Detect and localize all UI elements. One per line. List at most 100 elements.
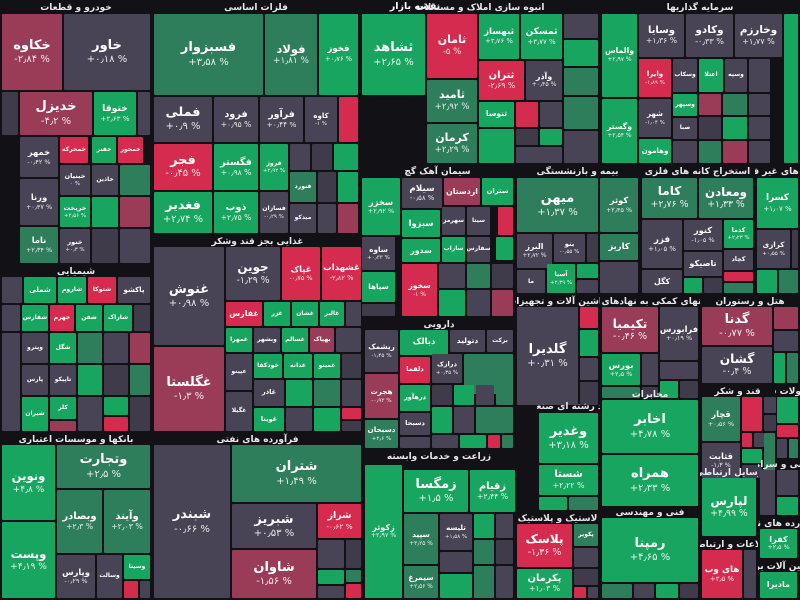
stock-tile[interactable] <box>774 353 785 383</box>
stock-tile-شتران[interactable]: شتران +۱٫۴۹ % <box>232 445 361 502</box>
stock-tile[interactable] <box>488 435 500 448</box>
stock-tile-کاوه[interactable]: کاوه -۱ % <box>305 97 337 142</box>
stock-tile[interactable] <box>724 272 753 281</box>
stock-tile-فسبزوار[interactable]: فسبزوار +۳٫۵۸ % <box>154 14 263 95</box>
stock-tile-سیتا[interactable]: سیتا <box>467 207 490 235</box>
stock-tile[interactable] <box>92 197 118 227</box>
stock-tile[interactable] <box>574 548 598 567</box>
stock-tile-وبشهر[interactable]: وبشهر <box>254 328 280 352</box>
stock-tile[interactable] <box>454 407 474 433</box>
stock-tile-غپاک[interactable]: غپاک -۰٫۷۵ % <box>282 247 320 300</box>
stock-tile-کرمان[interactable]: کرمان +۲٫۲۹ % <box>427 124 477 163</box>
stock-tile[interactable] <box>439 264 465 288</box>
stock-tile[interactable] <box>680 381 698 398</box>
stock-tile[interactable] <box>602 387 640 398</box>
stock-tile[interactable] <box>577 264 598 278</box>
stock-tile[interactable] <box>2 277 22 303</box>
stock-tile-کرازی[interactable]: کرازی +۰٫۵۵ % <box>757 230 790 268</box>
stock-tile[interactable] <box>440 552 472 572</box>
stock-tile[interactable] <box>432 385 452 405</box>
stock-tile-شهر[interactable]: شهر -۱٫۰۴ % <box>639 99 671 137</box>
stock-tile[interactable] <box>749 141 770 163</box>
stock-tile[interactable] <box>749 117 770 139</box>
stock-tile-ثنوسا[interactable]: ثنوسا <box>479 102 514 127</box>
stock-tile-سفارس[interactable]: سفارس <box>467 237 490 262</box>
stock-tile[interactable] <box>574 587 586 598</box>
stock-tile-خبنیان[interactable]: خبنیان ۰ % <box>60 165 90 195</box>
stock-tile[interactable] <box>134 305 150 331</box>
stock-tile-وایرا[interactable]: وایرا -۱٫۸۹ % <box>639 59 671 97</box>
stock-tile[interactable] <box>342 408 361 419</box>
stock-tile-خودکفا[interactable]: خودکفا <box>254 354 282 378</box>
stock-tile[interactable] <box>516 147 562 163</box>
stock-tile-شستا[interactable]: شستا +۲٫۲۲ % <box>539 465 598 495</box>
stock-tile-غدانه[interactable]: غدانه <box>284 354 312 378</box>
stock-tile[interactable] <box>474 566 494 598</box>
stock-tile-غزر[interactable]: غزر <box>264 302 290 326</box>
stock-tile-وپارس[interactable]: وپارس -۰٫۲۹ % <box>57 555 95 598</box>
stock-tile-های وب[interactable]: های وب +۳٫۵ % <box>702 550 742 598</box>
stock-tile-میهن[interactable]: میهن +۱٫۳۷ % <box>517 178 598 232</box>
stock-tile-کاما[interactable]: کاما +۲٫۷۶ % <box>642 178 697 218</box>
stock-tile-غشان[interactable]: غشان <box>292 302 318 326</box>
stock-tile[interactable] <box>749 94 770 115</box>
stock-tile[interactable] <box>460 435 486 448</box>
stock-tile-فسازان[interactable]: فسازان -۰٫۲۹ % <box>260 192 288 233</box>
stock-tile-فباهنر[interactable] <box>338 204 358 233</box>
stock-tile[interactable] <box>476 407 513 433</box>
stock-tile-خفنر[interactable]: خفنر <box>92 137 116 163</box>
stock-tile[interactable] <box>314 380 340 406</box>
stock-tile-شفارس[interactable]: شفارس <box>22 305 48 331</box>
stock-tile[interactable] <box>564 131 598 163</box>
stock-tile-وسکاب[interactable]: وسکاب <box>673 59 697 92</box>
stock-tile-غویتا[interactable]: غویتا <box>254 408 284 431</box>
stock-tile[interactable] <box>779 270 798 293</box>
stock-tile[interactable] <box>642 354 658 385</box>
stock-tile[interactable] <box>454 385 474 405</box>
stock-tile-درهآور[interactable]: درهآور <box>400 385 430 411</box>
stock-tile-وسپه[interactable]: وسپه <box>725 59 747 92</box>
stock-tile[interactable] <box>577 280 598 293</box>
stock-tile[interactable] <box>724 283 753 293</box>
stock-tile[interactable] <box>774 331 798 351</box>
stock-tile-پکویر[interactable]: پکویر <box>574 524 598 546</box>
stock-tile-ورنا[interactable]: ورنا +۰٫۴۷ % <box>20 179 58 225</box>
stock-tile[interactable] <box>496 540 513 564</box>
stock-tile[interactable] <box>492 290 513 316</box>
stock-tile-بورس[interactable]: بورس +۲٫۵ % <box>602 354 640 385</box>
stock-tile[interactable] <box>362 304 395 316</box>
stock-tile[interactable] <box>764 415 776 431</box>
stock-tile-غفارس[interactable]: غفارس <box>226 302 262 326</box>
stock-tile[interactable] <box>496 385 513 405</box>
stock-tile[interactable] <box>342 421 361 431</box>
stock-tile[interactable] <box>130 333 150 363</box>
stock-tile[interactable] <box>432 407 452 433</box>
stock-tile[interactable] <box>540 102 562 127</box>
stock-tile[interactable] <box>680 584 698 598</box>
stock-tile-تلیسه[interactable]: تلیسه +۱٫۵۸ % <box>440 514 472 550</box>
stock-tile-ثبهساز[interactable]: ثبهساز +۲٫۷۶ % <box>479 14 519 59</box>
stock-tile-زکوثر[interactable]: زکوثر +۲٫۹۷ % <box>365 465 402 598</box>
stock-tile-غمهرا[interactable]: غمهرا <box>226 328 252 352</box>
stock-tile-غپینو[interactable]: غپینو <box>226 354 252 390</box>
stock-tile-خمحرکه[interactable]: خمحرکه <box>60 137 88 163</box>
stock-tile[interactable] <box>130 365 150 395</box>
stock-tile-فولای[interactable] <box>318 204 336 233</box>
stock-tile-ونوین[interactable]: ونوین +۴٫۸ % <box>2 445 55 520</box>
stock-tile-تاصیکو[interactable]: تاصیکو <box>684 252 722 276</box>
stock-tile-آسیا[interactable]: آسیا +۲٫۳۹ % <box>547 264 575 293</box>
stock-tile[interactable] <box>346 570 361 582</box>
stock-tile[interactable] <box>602 584 632 598</box>
stock-tile[interactable] <box>564 14 598 38</box>
stock-tile[interactable] <box>104 365 128 395</box>
stock-tile-خریخت[interactable]: خریخت +۲٫۵۶ % <box>60 197 90 227</box>
stock-tile-وسالت[interactable]: وسالت <box>97 555 122 598</box>
stock-tile[interactable] <box>440 574 472 598</box>
stock-tile-کفرا[interactable]: کفرا +۲٫۵ % <box>760 529 797 558</box>
stock-tile[interactable] <box>104 397 128 415</box>
stock-tile[interactable] <box>660 381 678 398</box>
stock-tile-غشهداب[interactable]: غشهداب -۲٫۸۲ % <box>322 247 361 300</box>
stock-tile-زقیام[interactable]: زقیام +۲٫۴۴ % <box>470 470 515 512</box>
stock-tile-کوثر[interactable]: کوثر +۲٫۴۵ % <box>600 178 638 232</box>
stock-tile-ختوقا[interactable]: ختوقا +۲٫۶۳ % <box>94 92 136 135</box>
